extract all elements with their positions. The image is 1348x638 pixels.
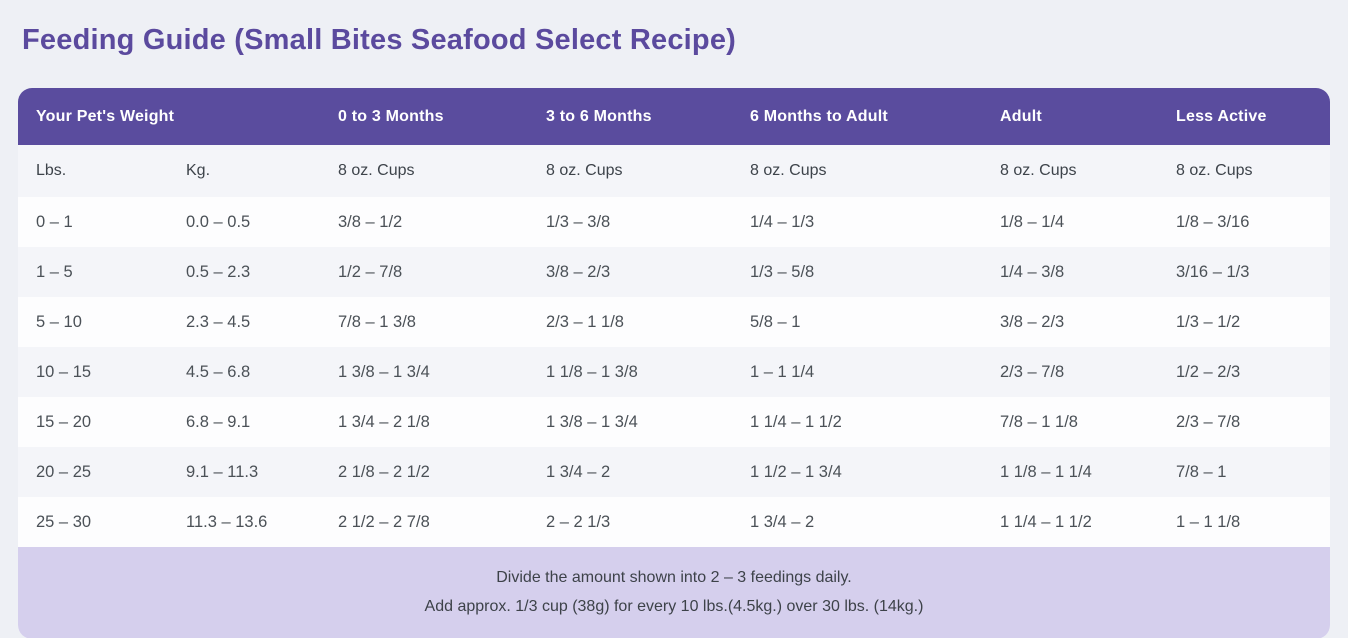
weight-range-cell: 2.3 – 4.5 xyxy=(186,312,251,331)
weight-range-cell: 4.5 – 6.8 xyxy=(186,362,251,381)
feeding-amount-cell: 1 – 1 1/8 xyxy=(1176,512,1241,531)
weight-range-cell: 10 – 15 xyxy=(36,362,92,381)
weight-range-cell: 0.5 – 2.3 xyxy=(186,262,251,281)
feeding-amount-cell: 2 – 2 1/3 xyxy=(546,512,611,531)
footnote-line-1: Divide the amount shown into 2 – 3 feedi… xyxy=(496,569,852,586)
column-header-6-months-to-adult: 6 Months to Adult xyxy=(750,107,888,125)
feeding-amount-cell: 1/3 – 1/2 xyxy=(1176,312,1241,331)
feeding-amount-cell: 7/8 – 1 1/8 xyxy=(1000,412,1078,431)
unit-header-cell-1: Kg. xyxy=(186,162,211,179)
feeding-amount-cell: 1 3/4 – 2 1/8 xyxy=(338,412,430,431)
feeding-amount-cell: 1 3/4 – 2 xyxy=(546,462,611,481)
weight-range-cell: 11.3 – 13.6 xyxy=(186,512,268,531)
feeding-amount-cell: 1 1/2 – 1 3/4 xyxy=(750,462,842,481)
unit-header-cell-2: 8 oz. Cups xyxy=(338,162,415,179)
column-header-0-to-3-months: 0 to 3 Months xyxy=(338,107,444,125)
feeding-amount-cell: 1/8 – 1/4 xyxy=(1000,212,1065,231)
feeding-amount-cell: 1 3/4 – 2 xyxy=(750,512,815,531)
table-footnote: Divide the amount shown into 2 – 3 feedi… xyxy=(18,547,1330,638)
feeding-amount-cell: 1/3 – 5/8 xyxy=(750,262,815,281)
table-row-0: 0 – 1 0.0 – 0.5 3/8 – 1/2 1/3 – 3/8 1/4 – 1/… xyxy=(18,197,1330,247)
unit-header-cell-0: Lbs. xyxy=(36,162,67,179)
column-header-adult: Adult xyxy=(1000,107,1042,125)
feeding-amount-cell: 7/8 – 1 xyxy=(1176,462,1227,481)
feeding-amount-cell: 2/3 – 7/8 xyxy=(1000,362,1065,381)
feeding-amount-cell: 1/3 – 3/8 xyxy=(546,212,611,231)
column-header-less-active: Less Active xyxy=(1176,107,1267,125)
weight-range-cell: 15 – 20 xyxy=(36,412,92,431)
column-header-3-to-6-months: 3 to 6 Months xyxy=(546,107,652,125)
feeding-amount-cell: 3/8 – 2/3 xyxy=(1000,312,1065,331)
feeding-amount-cell: 1/2 – 2/3 xyxy=(1176,362,1241,381)
feeding-amount-cell: 2 1/8 – 2 1/2 xyxy=(338,462,430,481)
column-header-your-pet-s-weight: Your Pet's Weight xyxy=(36,107,175,125)
table-row-5: 20 – 25 9.1 – 11.3 2 1/8 – 2 1/2 1 3/4 – 2 1… xyxy=(18,447,1330,497)
weight-range-cell: 5 – 10 xyxy=(36,312,82,331)
unit-header-cell-5: 8 oz. Cups xyxy=(1000,162,1077,179)
feeding-amount-cell: 3/8 – 2/3 xyxy=(546,262,611,281)
feeding-amount-cell: 1/4 – 1/3 xyxy=(750,212,815,231)
table-row-2: 5 – 10 2.3 – 4.5 7/8 – 1 3/8 2/3 – 1 1/8 5/8… xyxy=(18,297,1330,347)
weight-range-cell: 0 – 1 xyxy=(36,212,73,231)
weight-range-cell: 1 – 5 xyxy=(36,262,73,281)
feeding-amount-cell: 2/3 – 7/8 xyxy=(1176,412,1241,431)
unit-header-cell-3: 8 oz. Cups xyxy=(546,162,623,179)
feeding-amount-cell: 1 3/8 – 1 3/4 xyxy=(546,412,638,431)
feeding-amount-cell: 1 1/4 – 1 1/2 xyxy=(1000,512,1092,531)
unit-header-cell-6: 8 oz. Cups xyxy=(1176,162,1253,179)
feeding-amount-cell: 5/8 – 1 xyxy=(750,312,801,331)
weight-range-cell: 20 – 25 xyxy=(36,462,92,481)
page-title: Feeding Guide (Small Bites Seafood Selec… xyxy=(22,24,737,56)
feeding-amount-cell: 3/16 – 1/3 xyxy=(1176,262,1250,281)
unit-header-cell-4: 8 oz. Cups xyxy=(750,162,827,179)
table-unit-row: Lbs. Kg. 8 oz. Cups 8 oz. Cups 8 oz. Cups 8 o… xyxy=(18,145,1330,197)
weight-range-cell: 0.0 – 0.5 xyxy=(186,212,251,231)
feeding-amount-cell: 1 3/8 – 1 3/4 xyxy=(338,362,430,381)
table-header-row: Your Pet's Weight 0 to 3 Months 3 to 6 Mon… xyxy=(18,88,1330,145)
feeding-guide-table: Your Pet's Weight 0 to 3 Months 3 to 6 Mon… xyxy=(18,88,1330,547)
feeding-amount-cell: 1 – 1 1/4 xyxy=(750,362,815,381)
feeding-amount-cell: 1/8 – 3/16 xyxy=(1176,212,1250,231)
feeding-amount-cell: 3/8 – 1/2 xyxy=(338,212,403,231)
feeding-amount-cell: 1 1/4 – 1 1/2 xyxy=(750,412,842,431)
weight-range-cell: 9.1 – 11.3 xyxy=(186,462,259,481)
table-row-4: 15 – 20 6.8 – 9.1 1 3/4 – 2 1/8 1 3/8 – 1 3… xyxy=(18,397,1330,447)
feeding-amount-cell: 1/4 – 3/8 xyxy=(1000,262,1065,281)
footnote-line-2: Add approx. 1/3 cup (38g) for every 10 l… xyxy=(424,598,924,615)
table-row-1: 1 – 5 0.5 – 2.3 1/2 – 7/8 3/8 – 2/3 1/3 – 5/… xyxy=(18,247,1330,297)
feeding-guide-card: Your Pet's Weight 0 to 3 Months 3 to 6 Mon… xyxy=(18,88,1330,638)
table-body: 0 – 1 0.0 – 0.5 3/8 – 1/2 1/3 – 3/8 1/4 – 1/… xyxy=(18,197,1330,547)
feeding-amount-cell: 1 1/8 – 1 1/4 xyxy=(1000,462,1092,481)
table-row-6: 25 – 30 11.3 – 13.6 2 1/2 – 2 7/8 2 – 2 1/3… xyxy=(18,497,1330,547)
feeding-amount-cell: 1/2 – 7/8 xyxy=(338,262,403,281)
weight-range-cell: 6.8 – 9.1 xyxy=(186,412,251,431)
feeding-amount-cell: 2 1/2 – 2 7/8 xyxy=(338,512,430,531)
feeding-amount-cell: 1 1/8 – 1 3/8 xyxy=(546,362,638,381)
weight-range-cell: 25 – 30 xyxy=(36,512,92,531)
feeding-amount-cell: 7/8 – 1 3/8 xyxy=(338,312,416,331)
feeding-amount-cell: 2/3 – 1 1/8 xyxy=(546,312,624,331)
table-row-3: 10 – 15 4.5 – 6.8 1 3/8 – 1 3/4 1 1/8 – 1 3… xyxy=(18,347,1330,397)
